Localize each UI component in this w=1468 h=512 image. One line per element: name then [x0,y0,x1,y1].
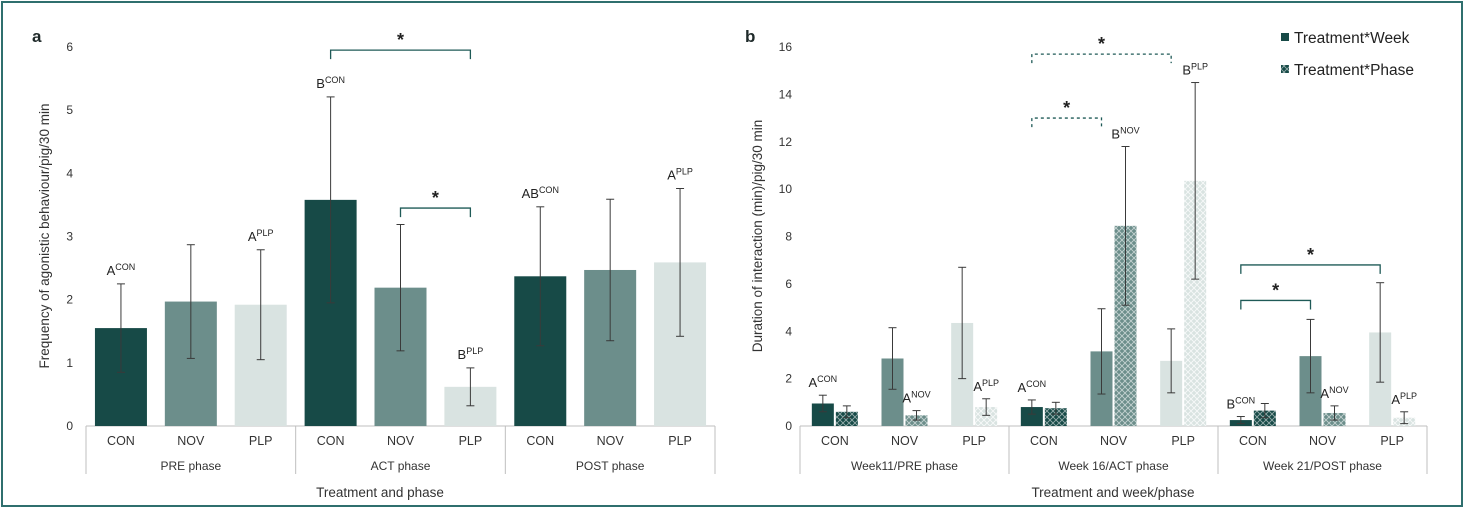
bar-con-week [1020,407,1043,426]
bar-nov-phase [1114,225,1137,426]
significance-bracket [1031,53,1172,64]
significance-letter: BNOV [1111,125,1139,141]
legend-label-treatment-phase: Treatment*Phase [1294,62,1414,79]
x-category-label: PLP [962,434,986,448]
legend-swatch-treatment-phase [1281,65,1289,73]
panel-a-x-axis-title: Treatment and phase [316,485,444,500]
y-tick-label: 4 [66,166,73,180]
y-tick-label: 12 [779,135,793,149]
x-category-label: CON [821,434,849,448]
y-tick-label: 16 [779,40,793,54]
y-tick-label: 2 [785,372,792,386]
y-tick-label: 4 [785,324,792,338]
significance-letter: APLP [667,166,693,182]
significance-bracket-star: * [1307,245,1314,265]
significance-letter: ACON [107,262,136,278]
bar-con-phase [1253,410,1276,426]
significance-letter: ACON [808,374,837,390]
significance-letter: BPLP [458,346,484,362]
bar-plp-phase [1184,180,1207,426]
x-category-label: NOV [177,434,205,448]
y-tick-label: 0 [66,419,73,433]
y-tick-label: 6 [785,277,792,291]
x-category-label: CON [1030,434,1058,448]
bar-plp-week [1160,360,1183,426]
x-category-label: NOV [891,434,919,448]
x-category-label: CON [107,434,135,448]
panel-a-y-axis-title: Frequency of agonistic behaviour/pig/30 … [37,104,52,369]
x-category-label: CON [1239,434,1267,448]
significance-letter: APLP [248,228,274,244]
x-category-label: CON [526,434,554,448]
significance-bracket [1240,299,1312,310]
significance-bracket-star: * [1272,280,1279,300]
significance-letter: BPLP [1182,62,1208,78]
legend-swatch-treatment-week [1281,33,1289,41]
x-category-label: NOV [597,434,625,448]
significance-letter: APLP [973,378,999,394]
significance-bracket [1031,117,1103,128]
x-category-label: NOV [387,434,415,448]
group-label: ACT phase [371,459,431,473]
x-category-label: PLP [459,434,483,448]
significance-letter: ANOV [1320,385,1348,401]
x-category-label: PLP [668,434,692,448]
significance-bracket-star: * [397,30,404,50]
significance-bracket [329,49,472,60]
bar-con-week [811,403,834,426]
y-tick-label: 0 [785,419,792,433]
bar-con-phase [1044,408,1067,426]
significance-letter: BCON [1226,396,1255,412]
group-label: Week 16/ACT phase [1058,459,1169,473]
x-category-label: NOV [1100,434,1128,448]
x-category-label: PLP [1380,434,1404,448]
y-tick-label: 3 [66,230,73,244]
significance-bracket [1240,264,1381,274]
bar-nov-phase [905,415,928,426]
y-tick-label: 5 [66,103,73,117]
panel-b-x-axis-title: Treatment and week/phase [1031,485,1194,500]
group-label: POST phase [576,459,645,473]
significance-letter: BCON [316,75,345,91]
panel-a-letter: a [32,27,42,46]
bar-con-phase [835,411,858,426]
y-tick-label: 14 [779,87,793,101]
y-tick-label: 2 [66,293,73,307]
significance-letter: APLP [1391,391,1417,407]
x-category-label: CON [317,434,345,448]
bar-nov-week [881,358,904,426]
panel-b-letter: b [745,27,755,46]
significance-bracket-star: * [1098,34,1105,54]
significance-letter: ABCON [522,185,559,201]
x-category-label: PLP [1171,434,1195,448]
panel-b-y-axis-title: Duration of interaction (min)/pig/30 min [750,120,765,353]
group-label: PRE phase [160,459,221,473]
y-tick-label: 1 [66,356,73,370]
significance-letter: ACON [1017,379,1046,395]
significance-bracket [399,207,472,218]
group-label: Week 21/POST phase [1263,459,1382,473]
significance-bracket-star: * [1063,98,1070,118]
y-tick-label: 8 [785,230,792,244]
significance-bracket-star: * [432,188,439,208]
x-category-label: PLP [249,434,273,448]
bar-plp-phase [975,407,998,426]
y-tick-label: 10 [779,182,793,196]
significance-letter: ANOV [902,390,930,406]
legend-label-treatment-week: Treatment*Week [1294,30,1410,47]
group-label: Week11/PRE phase [851,459,958,473]
legend: Treatment*Week Treatment*Phase [1281,30,1414,79]
x-category-label: NOV [1309,434,1337,448]
y-tick-label: 6 [66,40,73,54]
panel-a-chart: 0 1 2 3 4 5 6 CON NOV PLP PRE phase CON NOV PLP ACT ph… [66,30,716,474]
